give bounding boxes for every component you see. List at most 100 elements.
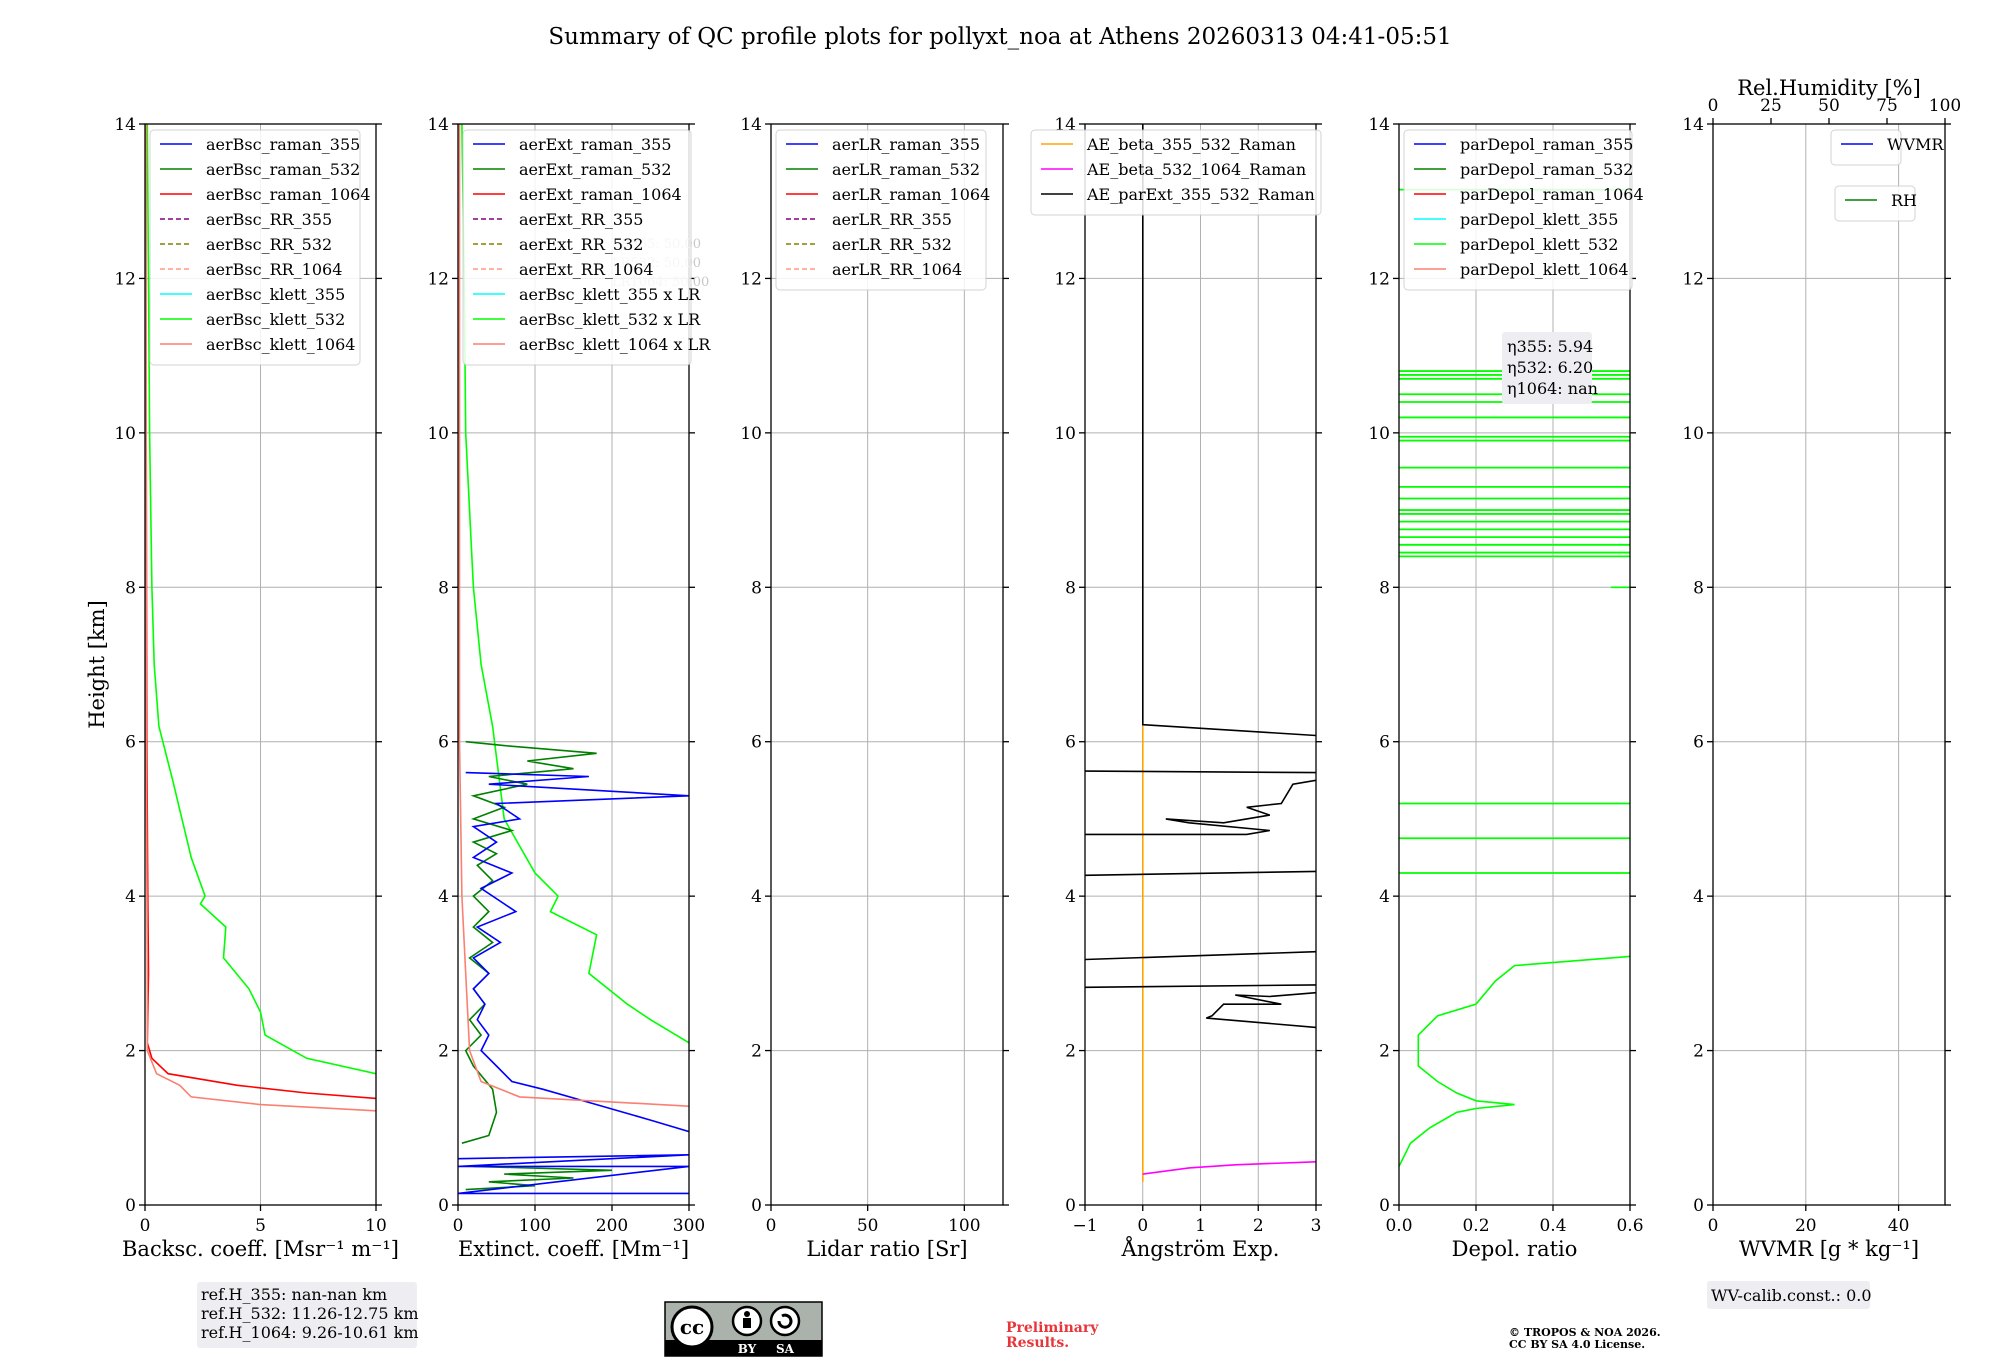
ytick-label-wv-1: 2 (1693, 1042, 1704, 1062)
ytick-label-ext-2: 4 (438, 887, 449, 907)
legend-label-legend-bsc-0: aerBsc_raman_355 (206, 135, 360, 154)
top-label-rh: Rel.Humidity [%] (1737, 76, 1921, 100)
series-ext-1 (461, 740, 597, 1144)
copyright-line2: CC BY SA 4.0 License. (1509, 1338, 1645, 1351)
ytick-label-wv-6: 12 (1682, 269, 1704, 289)
xtick-label-ae-3: 2 (1253, 1216, 1264, 1236)
legend-label-legend-depol-1: parDepol_raman_532 (1460, 160, 1633, 179)
eta-box: η355: 5.94 η532: 6.20 η1064: nan (1502, 332, 1598, 404)
sa-share-icon (769, 1305, 801, 1337)
ytick-label-depol-3: 6 (1379, 733, 1390, 753)
ytick-label-ae-0: 0 (1065, 1196, 1076, 1216)
series-ae-3 (1085, 770, 1316, 774)
ytick-label-ae-1: 2 (1065, 1042, 1076, 1062)
wv-calib-box: WV-calib.const.: 0.0 (1707, 1281, 1872, 1309)
ytick-label-lr-4: 8 (751, 578, 762, 598)
ytick-label-depol-6: 12 (1368, 269, 1390, 289)
ytick-label-bsc-2: 4 (125, 887, 136, 907)
legend-label-legend-bsc-3: aerBsc_RR_355 (206, 210, 332, 229)
toptick-label-1: 25 (1760, 96, 1782, 116)
panel-lr: 0 50 100 0 2 4 6 8 10 12 14 Lidar ratio [Sr] aerLR_r… (740, 115, 1009, 1261)
legend-label-legend-depol-0: parDepol_raman_355 (1460, 135, 1633, 154)
series-bsc-0 (146, 124, 376, 1075)
ytick-label-lr-1: 2 (751, 1042, 762, 1062)
sa-label: SA (776, 1342, 795, 1356)
legend-label-legend-bsc-1: aerBsc_raman_532 (206, 160, 360, 179)
xtick-label-depol-3: 0.6 (1616, 1216, 1643, 1236)
ytick-label-lr-7: 14 (740, 115, 762, 135)
series-ext-3 (465, 771, 689, 1133)
xtick-label-ext-0: 0 (453, 1216, 464, 1236)
xtick-label-ext-2: 200 (596, 1216, 628, 1236)
ytick-label-wv-4: 8 (1693, 578, 1704, 598)
toptick-label-3: 75 (1876, 96, 1898, 116)
preliminary-line2: Results. (1006, 1335, 1069, 1351)
ytick-label-wv-3: 6 (1693, 733, 1704, 753)
refh-box: ref.H_355: nan-nan km ref.H_532: 11.26-1… (197, 1282, 419, 1348)
legend-label-legend-ext-7: aerBsc_klett_532 x LR (519, 310, 701, 329)
legend-label-legend-ext-1: aerExt_raman_532 (519, 160, 672, 179)
xlabel-depol: Depol. ratio (1452, 1237, 1578, 1261)
legend-label-legend-lr-1: aerLR_raman_532 (832, 160, 980, 179)
series-ae-4 (1085, 779, 1316, 836)
xtick-label-lr-0: 0 (766, 1216, 777, 1236)
ytick-label-ext-6: 12 (427, 269, 449, 289)
ytick-label-ext-1: 2 (438, 1042, 449, 1062)
series-ae-6 (1085, 950, 1316, 961)
xtick-label-depol-1: 0.2 (1462, 1216, 1489, 1236)
legend-depol: parDepol_raman_355 parDepol_raman_532 parD… (1403, 129, 1644, 291)
xlabel-lr: Lidar ratio [Sr] (806, 1237, 967, 1261)
xtick-label-depol-0: 0.0 (1385, 1216, 1412, 1236)
legend-bsc: aerBsc_raman_355 aerBsc_raman_532 aerBsc_r… (149, 129, 371, 366)
eta-0: η355: 5.94 (1507, 337, 1593, 356)
xtick-label-ae-1: 0 (1137, 1216, 1148, 1236)
legend-label-legend-depol-5: parDepol_klett_1064 (1460, 260, 1629, 279)
ytick-label-bsc-0: 0 (125, 1196, 136, 1216)
legend-label-legend-lr-5: aerLR_RR_1064 (832, 260, 962, 279)
ytick-label-lr-5: 10 (740, 424, 762, 444)
ytick-label-ae-2: 4 (1065, 887, 1076, 907)
series-ae-1 (1142, 1161, 1316, 1175)
eta-1: η532: 6.20 (1507, 358, 1593, 377)
legend-ext: aerExt_raman_355 aerExt_raman_532 aerExt_r… (462, 129, 711, 366)
legend-label-legend-bsc-8: aerBsc_klett_1064 (206, 335, 355, 354)
legend-label-legend-ext-3: aerExt_RR_355 (519, 210, 643, 229)
legend-label-legend-bsc-6: aerBsc_klett_355 (206, 285, 345, 304)
toptick-label-2: 50 (1818, 96, 1840, 116)
legend-label-legend-ext-2: aerExt_raman_1064 (519, 185, 682, 204)
ytick-label-lr-6: 12 (740, 269, 762, 289)
xtick-label-lr-1: 50 (857, 1216, 879, 1236)
cc-logo-icon (670, 1305, 714, 1349)
legend-label-legend-ae-1: AE_beta_532_1064_Raman (1086, 160, 1306, 179)
series-ext-4 (458, 1154, 689, 1195)
ytick-label-ext-7: 14 (427, 115, 449, 135)
ytick-label-depol-2: 4 (1379, 887, 1390, 907)
cc-license-badge: cc BY SA (664, 1301, 823, 1357)
axes-frame-depol (1398, 123, 1631, 1206)
wv-calib-const: WV-calib.const.: 0.0 (1711, 1286, 1872, 1305)
by-label: BY (738, 1342, 757, 1356)
legend-label-legend-bsc-5: aerBsc_RR_1064 (206, 260, 342, 279)
refh-355: ref.H_355: nan-nan km (201, 1285, 387, 1304)
series-ae-2 (1142, 124, 1316, 737)
ytick-label-bsc-7: 14 (114, 115, 136, 135)
ytick-label-ae-5: 10 (1054, 424, 1076, 444)
legend-label-legend-ext-5: aerExt_RR_1064 (519, 260, 654, 279)
plot-area-ae (1085, 124, 1316, 1182)
legend-label-legend-depol-2: parDepol_raman_1064 (1460, 185, 1644, 204)
ytick-label-ae-4: 8 (1065, 578, 1076, 598)
xtick-label-ae-4: 3 (1311, 1216, 1322, 1236)
xlabel-bsc: Backsc. coeff. [Msr⁻¹ m⁻¹] (122, 1237, 399, 1261)
xlabel-ext: Extinct. coeff. [Mm⁻¹] (458, 1237, 689, 1261)
legend-label-legend-depol-3: parDepol_klett_355 (1460, 210, 1618, 229)
series-ext-5 (458, 124, 689, 1107)
series-ext-0 (461, 124, 689, 1044)
preliminary-line1: Preliminary (1006, 1320, 1099, 1336)
plot-area-bsc (145, 124, 376, 1112)
refh-532: ref.H_532: 11.26-12.75 km (201, 1304, 419, 1323)
toptick-label-4: 100 (1929, 96, 1961, 116)
eta-2: η1064: nan (1507, 379, 1598, 398)
toptick-label-0: 0 (1708, 96, 1719, 116)
